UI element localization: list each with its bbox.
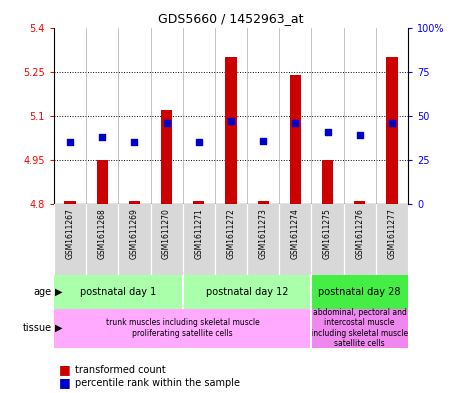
Bar xyxy=(354,202,365,204)
Bar xyxy=(247,204,279,275)
Bar xyxy=(257,202,269,204)
Text: percentile rank within the sample: percentile rank within the sample xyxy=(75,378,240,387)
Bar xyxy=(129,202,140,204)
Bar xyxy=(183,275,311,309)
Text: postnatal day 12: postnatal day 12 xyxy=(206,287,288,297)
Point xyxy=(259,138,267,144)
Bar xyxy=(322,160,333,204)
Text: ▶: ▶ xyxy=(55,323,63,333)
Text: postnatal day 1: postnatal day 1 xyxy=(80,287,157,297)
Bar xyxy=(311,204,344,275)
Bar xyxy=(215,204,247,275)
Bar xyxy=(54,204,86,275)
Bar xyxy=(193,202,204,204)
Bar xyxy=(311,275,408,309)
Text: trunk muscles including skeletal muscle
proliferating satellite cells: trunk muscles including skeletal muscle … xyxy=(106,318,259,338)
Text: ■: ■ xyxy=(59,364,70,376)
Bar xyxy=(311,309,408,348)
Point xyxy=(292,120,299,126)
Point xyxy=(131,140,138,146)
Point xyxy=(324,129,331,135)
Bar xyxy=(161,110,172,204)
Text: GSM1611273: GSM1611273 xyxy=(259,208,268,259)
Bar xyxy=(54,309,311,348)
Bar xyxy=(376,204,408,275)
Text: GSM1611271: GSM1611271 xyxy=(194,208,203,259)
Text: GSM1611267: GSM1611267 xyxy=(66,208,75,259)
Text: GSM1611275: GSM1611275 xyxy=(323,208,332,259)
Point xyxy=(195,140,203,146)
Text: age: age xyxy=(33,287,52,297)
Point xyxy=(163,120,170,126)
Point xyxy=(98,134,106,140)
Text: tissue: tissue xyxy=(23,323,52,333)
Point xyxy=(388,120,396,126)
Point xyxy=(227,118,234,125)
Bar xyxy=(151,204,183,275)
Bar xyxy=(225,57,237,204)
Point xyxy=(356,132,363,139)
Bar xyxy=(64,202,76,204)
Text: ▶: ▶ xyxy=(55,287,63,297)
Text: GSM1611269: GSM1611269 xyxy=(130,208,139,259)
Text: GSM1611270: GSM1611270 xyxy=(162,208,171,259)
Bar xyxy=(183,204,215,275)
Text: abdominal, pectoral and
intercostal muscle
including skeletal muscle
satellite c: abdominal, pectoral and intercostal musc… xyxy=(311,308,408,348)
Bar xyxy=(97,160,108,204)
Text: transformed count: transformed count xyxy=(75,365,166,375)
Text: GSM1611276: GSM1611276 xyxy=(355,208,364,259)
Text: GSM1611268: GSM1611268 xyxy=(98,208,107,259)
Bar xyxy=(290,75,301,204)
Bar xyxy=(86,204,118,275)
Bar xyxy=(386,57,398,204)
Text: GSM1611277: GSM1611277 xyxy=(387,208,396,259)
Bar xyxy=(118,204,151,275)
Bar xyxy=(54,275,183,309)
Title: GDS5660 / 1452963_at: GDS5660 / 1452963_at xyxy=(158,12,304,25)
Bar xyxy=(344,204,376,275)
Point xyxy=(66,140,74,146)
Text: GSM1611274: GSM1611274 xyxy=(291,208,300,259)
Text: GSM1611272: GSM1611272 xyxy=(227,208,235,259)
Text: ■: ■ xyxy=(59,376,70,389)
Text: postnatal day 28: postnatal day 28 xyxy=(318,287,401,297)
Bar xyxy=(279,204,311,275)
